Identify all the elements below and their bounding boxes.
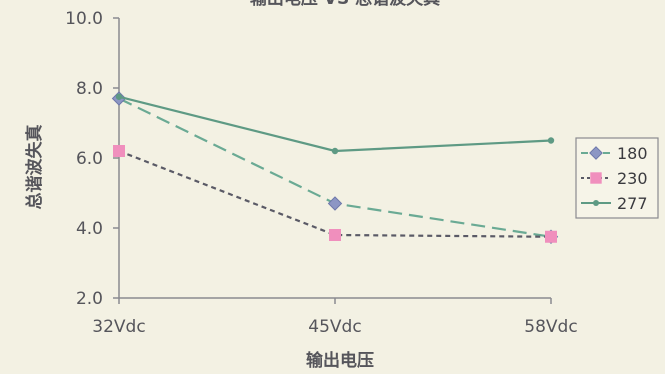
series-line-277 bbox=[118, 95, 552, 153]
legend-marker bbox=[590, 172, 602, 184]
x-tick-label: 32Vdc bbox=[92, 317, 145, 337]
data-point-230 bbox=[329, 229, 341, 241]
x-tick-label: 45Vdc bbox=[308, 317, 361, 337]
chart-title: 输出电压 VS 总谐波失真 bbox=[250, 0, 440, 9]
legend-label: 180 bbox=[617, 144, 648, 163]
legend-label: 277 bbox=[617, 194, 648, 213]
legend: 180 230 277 bbox=[575, 137, 659, 219]
series-230 bbox=[113, 145, 557, 243]
data-point-180 bbox=[327, 196, 343, 211]
series-line-180 bbox=[118, 97, 552, 238]
legend-item: 277 bbox=[581, 194, 648, 213]
y-tick-label: 8.0 bbox=[76, 79, 103, 99]
series-277 bbox=[115, 93, 555, 155]
series-line-230 bbox=[118, 149, 552, 238]
legend-marker bbox=[592, 199, 600, 207]
data-point-277 bbox=[331, 147, 339, 155]
series-180 bbox=[111, 91, 559, 244]
y-axis-title: 总谐波失真 bbox=[24, 125, 45, 210]
legend-item: 230 bbox=[581, 169, 648, 188]
legend-item: 180 bbox=[581, 144, 648, 163]
data-point-277 bbox=[115, 93, 123, 100]
data-point-230 bbox=[545, 230, 557, 243]
y-tick-label: 4.0 bbox=[76, 219, 103, 239]
y-tick-label: 2.0 bbox=[76, 289, 103, 309]
legend-marker bbox=[589, 146, 603, 160]
legend-label: 230 bbox=[617, 169, 648, 188]
y-tick-label: 10.0 bbox=[65, 9, 103, 29]
data-point-277 bbox=[547, 137, 555, 144]
y-tick-label: 6.0 bbox=[76, 149, 103, 169]
x-tick-label: 58Vdc bbox=[524, 317, 577, 337]
x-axis-title: 输出电压 bbox=[306, 350, 374, 371]
data-point-230 bbox=[113, 145, 125, 157]
